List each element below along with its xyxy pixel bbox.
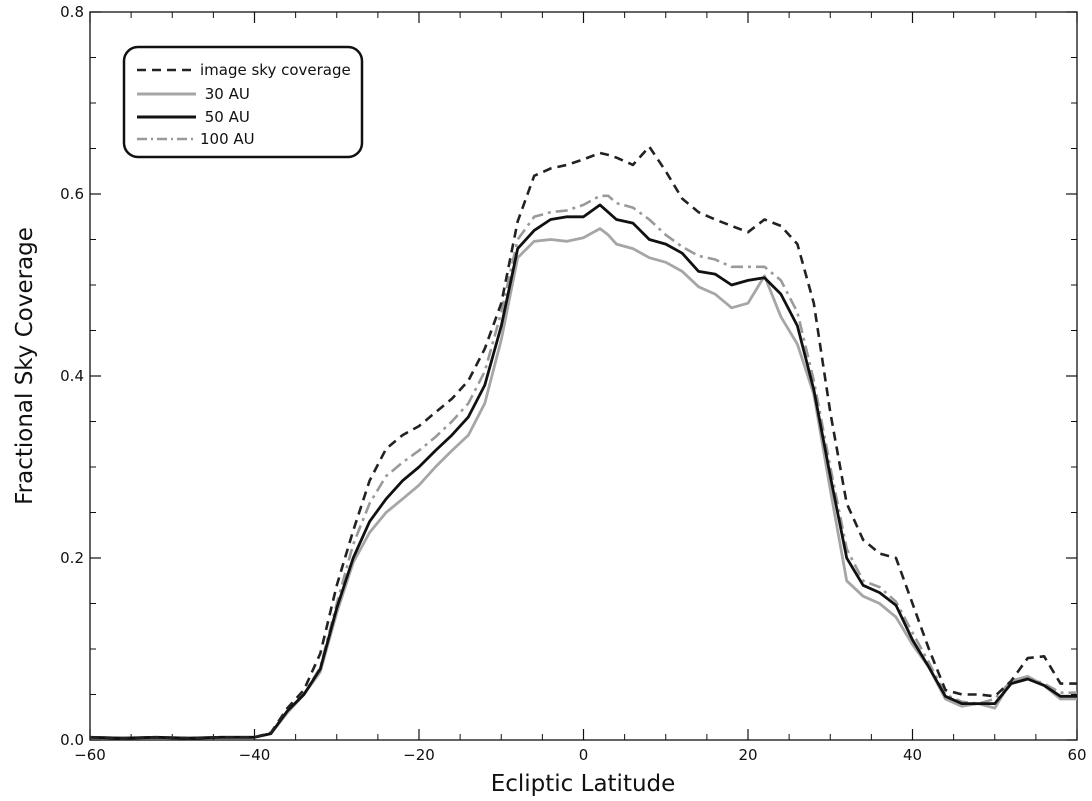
tick-labels: −60 −40 −20 0 20 40 60 0.0 0.2 0.4 0.6 0.8 [60, 3, 1086, 764]
y-tick-label: 0.0 [60, 731, 84, 749]
legend-label-30au: 30 AU [200, 85, 250, 103]
x-tick-label: 20 [738, 746, 757, 764]
x-tick-label: 40 [903, 746, 922, 764]
y-tick-label: 0.6 [60, 185, 84, 203]
legend-box [122, 45, 364, 159]
y-tick-label: 0.2 [60, 549, 84, 567]
legend-label-50au: 50 AU [200, 108, 250, 126]
axis-ticks [89, 11, 1078, 741]
series-layer [89, 145, 1077, 740]
x-tick-label: 60 [1067, 746, 1086, 764]
x-tick-label: 0 [579, 746, 589, 764]
y-axis-title: Fractional Sky Coverage [12, 227, 38, 505]
y-tick-label: 0.4 [60, 367, 84, 385]
x-tick-label: −60 [74, 746, 106, 764]
x-axis-title: Ecliptic Latitude [491, 771, 676, 797]
x-tick-label: −20 [403, 746, 435, 764]
y-tick-label: 0.8 [60, 3, 84, 21]
x-tick-label: −40 [239, 746, 271, 764]
legend-label-100au: 100 AU [200, 130, 255, 148]
legend: image sky coverage 30 AU 50 AU 100 AU [122, 45, 364, 159]
series-line-100-au [89, 194, 1077, 740]
series-line-image-sky-coverage [89, 145, 1077, 740]
legend-label-image-sky-coverage: image sky coverage [200, 61, 351, 79]
series-line-50-au [89, 203, 1077, 740]
